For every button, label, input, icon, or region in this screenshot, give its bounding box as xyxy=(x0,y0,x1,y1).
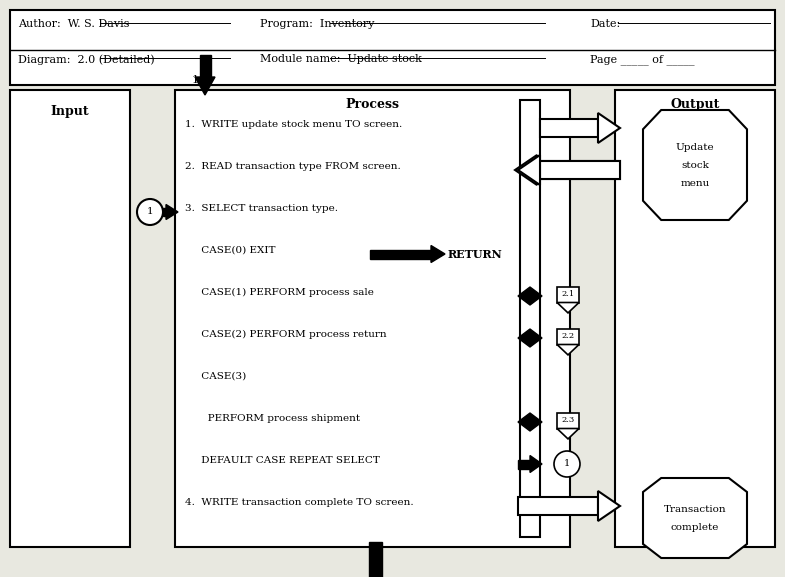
Polygon shape xyxy=(166,204,178,219)
Polygon shape xyxy=(518,329,530,347)
Text: Transaction: Transaction xyxy=(663,504,726,514)
Polygon shape xyxy=(530,329,542,347)
Text: CASE(1) PERFORM process sale: CASE(1) PERFORM process sale xyxy=(185,288,374,297)
Polygon shape xyxy=(643,110,747,220)
Bar xyxy=(540,161,620,179)
Bar xyxy=(557,287,579,302)
Text: Input: Input xyxy=(51,105,89,118)
Text: Module name:  Update stock: Module name: Update stock xyxy=(260,54,422,64)
Text: 1: 1 xyxy=(564,459,570,469)
Polygon shape xyxy=(557,302,579,313)
Text: Date:: Date: xyxy=(590,19,620,29)
Text: menu: menu xyxy=(681,178,710,188)
Text: Program:  Inventory: Program: Inventory xyxy=(260,19,374,29)
Text: PERFORM process shipment: PERFORM process shipment xyxy=(185,414,360,423)
Text: 1.0: 1.0 xyxy=(192,75,210,85)
Polygon shape xyxy=(518,413,530,431)
Text: DEFAULT CASE REPEAT SELECT: DEFAULT CASE REPEAT SELECT xyxy=(185,456,380,465)
Polygon shape xyxy=(431,245,445,263)
Text: 1: 1 xyxy=(147,208,153,216)
Text: 2.2: 2.2 xyxy=(561,332,575,340)
Text: 3.  SELECT transaction type.: 3. SELECT transaction type. xyxy=(185,204,338,213)
Bar xyxy=(537,161,540,179)
Polygon shape xyxy=(530,455,542,473)
Text: Update: Update xyxy=(676,143,714,152)
Text: 4.  WRITE transaction complete TO screen.: 4. WRITE transaction complete TO screen. xyxy=(185,498,414,507)
Text: stock: stock xyxy=(681,160,709,170)
Polygon shape xyxy=(530,413,542,431)
Polygon shape xyxy=(515,155,537,185)
Text: Author:  W. S. Davis: Author: W. S. Davis xyxy=(18,19,130,29)
Text: Process: Process xyxy=(345,98,400,111)
Text: Page _____ of _____: Page _____ of _____ xyxy=(590,54,695,65)
Text: 2.1: 2.1 xyxy=(561,290,575,298)
Text: complete: complete xyxy=(671,523,719,531)
Polygon shape xyxy=(598,491,620,521)
Polygon shape xyxy=(557,344,579,355)
Polygon shape xyxy=(530,287,542,305)
Polygon shape xyxy=(643,478,747,558)
Polygon shape xyxy=(557,429,579,439)
Bar xyxy=(163,208,166,216)
Bar xyxy=(615,90,775,547)
Bar xyxy=(540,119,598,137)
Text: RETURN: RETURN xyxy=(448,249,502,260)
Text: Diagram:  2.0 (Detailed): Diagram: 2.0 (Detailed) xyxy=(18,54,155,65)
Bar xyxy=(175,90,570,547)
Text: 2.3: 2.3 xyxy=(561,416,575,424)
Text: CASE(2) PERFORM process return: CASE(2) PERFORM process return xyxy=(185,330,387,339)
Text: 1.  WRITE update stock menu TO screen.: 1. WRITE update stock menu TO screen. xyxy=(185,120,402,129)
Text: 2.  READ transaction type FROM screen.: 2. READ transaction type FROM screen. xyxy=(185,162,401,171)
Bar xyxy=(557,413,579,429)
Bar xyxy=(518,497,598,515)
Bar xyxy=(518,459,530,469)
Text: CASE(0) EXIT: CASE(0) EXIT xyxy=(185,246,276,255)
Text: Output: Output xyxy=(670,98,720,111)
Bar xyxy=(199,55,210,77)
Circle shape xyxy=(554,451,580,477)
Text: CASE(3): CASE(3) xyxy=(185,372,246,381)
Bar xyxy=(370,249,431,258)
Bar xyxy=(540,161,620,179)
Polygon shape xyxy=(518,287,530,305)
Bar xyxy=(520,100,540,537)
Circle shape xyxy=(137,199,163,225)
Bar xyxy=(10,90,130,547)
Bar xyxy=(10,10,775,85)
Polygon shape xyxy=(598,113,620,143)
Bar xyxy=(368,542,382,577)
Polygon shape xyxy=(518,155,540,185)
Bar xyxy=(557,329,579,344)
Polygon shape xyxy=(195,77,215,95)
